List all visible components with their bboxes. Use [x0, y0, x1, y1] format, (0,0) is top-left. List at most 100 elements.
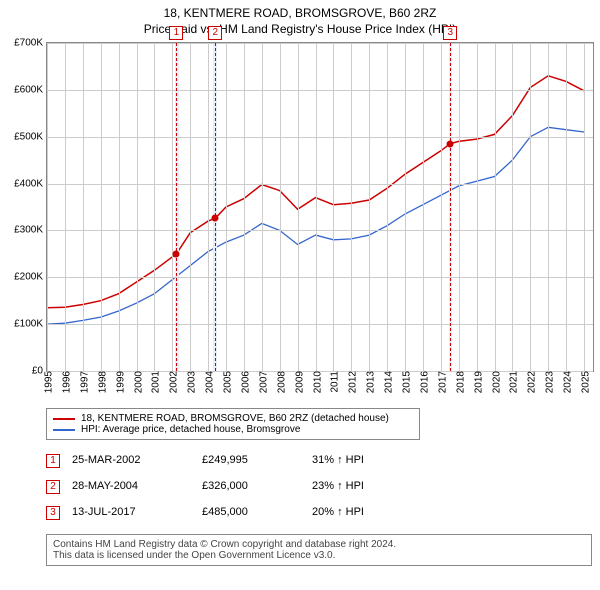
x-axis-label: 2000 — [129, 371, 144, 393]
gridline-v — [333, 43, 334, 371]
sale-dot — [173, 250, 180, 257]
y-axis-label: £400K — [14, 178, 47, 189]
x-axis-label: 2008 — [272, 371, 287, 393]
sale-dot — [447, 140, 454, 147]
x-axis-label: 2001 — [147, 371, 162, 393]
gridline-v — [208, 43, 209, 371]
sale-delta: 23% ↑ HPI — [312, 480, 364, 492]
x-axis-label: 2014 — [380, 371, 395, 393]
sale-price: £326,000 — [202, 480, 312, 492]
sale-price: £485,000 — [202, 506, 312, 518]
y-axis-label: £200K — [14, 272, 47, 283]
legend-label: 18, KENTMERE ROAD, BROMSGROVE, B60 2RZ (… — [81, 413, 389, 424]
y-axis-label: £700K — [14, 38, 47, 49]
gridline-v — [154, 43, 155, 371]
x-axis-label: 2017 — [433, 371, 448, 393]
x-axis-label: 2010 — [308, 371, 323, 393]
x-axis-label: 2004 — [201, 371, 216, 393]
x-axis-label: 2024 — [559, 371, 574, 393]
x-axis-label: 2006 — [236, 371, 251, 393]
gridline-v — [351, 43, 352, 371]
sale-marker-badge: 3 — [443, 26, 457, 40]
gridline-v — [405, 43, 406, 371]
x-axis-label: 1995 — [40, 371, 55, 393]
x-axis-label: 2020 — [487, 371, 502, 393]
title-line-2: Price paid vs. HM Land Registry's House … — [0, 22, 600, 38]
sale-delta: 20% ↑ HPI — [312, 506, 364, 518]
series-svg — [47, 43, 593, 371]
sale-delta: 31% ↑ HPI — [312, 454, 364, 466]
gridline-h — [47, 230, 593, 231]
gridline-h — [47, 90, 593, 91]
x-axis-label: 2023 — [541, 371, 556, 393]
title-line-1: 18, KENTMERE ROAD, BROMSGROVE, B60 2RZ — [0, 0, 600, 22]
x-axis-label: 2007 — [254, 371, 269, 393]
legend: 18, KENTMERE ROAD, BROMSGROVE, B60 2RZ (… — [46, 408, 420, 440]
legend-label: HPI: Average price, detached house, Brom… — [81, 424, 300, 435]
legend-row: HPI: Average price, detached house, Brom… — [53, 424, 413, 435]
sale-num-badge: 1 — [46, 454, 60, 468]
x-axis-label: 2022 — [523, 371, 538, 393]
legend-swatch — [53, 429, 75, 431]
gridline-v — [262, 43, 263, 371]
gridline-v — [423, 43, 424, 371]
x-axis-label: 2018 — [451, 371, 466, 393]
sale-marker-badge: 2 — [208, 26, 222, 40]
x-axis-label: 2012 — [344, 371, 359, 393]
footer-attribution: Contains HM Land Registry data © Crown c… — [46, 534, 592, 566]
gridline-v — [226, 43, 227, 371]
x-axis-label: 2003 — [183, 371, 198, 393]
gridline-v — [119, 43, 120, 371]
gridline-v — [172, 43, 173, 371]
x-axis-label: 2002 — [165, 371, 180, 393]
sale-date: 28-MAY-2004 — [72, 480, 202, 492]
gridline-v — [548, 43, 549, 371]
gridline-v — [190, 43, 191, 371]
gridline-v — [316, 43, 317, 371]
sale-row: 2 28-MAY-2004£326,00023% ↑ HPI — [46, 480, 364, 494]
sale-dot — [212, 215, 219, 222]
sale-row: 125-MAR-2002£249,99531% ↑ HPI — [46, 454, 364, 468]
x-axis-label: 1997 — [75, 371, 90, 393]
gridline-v — [566, 43, 567, 371]
x-axis-label: 2005 — [219, 371, 234, 393]
y-axis-label: £500K — [14, 131, 47, 142]
x-axis-label: 2016 — [415, 371, 430, 393]
x-axis-label: 2015 — [398, 371, 413, 393]
gridline-v — [584, 43, 585, 371]
gridline-v — [477, 43, 478, 371]
legend-row: 18, KENTMERE ROAD, BROMSGROVE, B60 2RZ (… — [53, 413, 413, 424]
gridline-v — [495, 43, 496, 371]
sale-price: £249,995 — [202, 454, 312, 466]
x-axis-label: 1998 — [93, 371, 108, 393]
y-axis-label: £600K — [14, 84, 47, 95]
sale-marker-badge: 1 — [169, 26, 183, 40]
x-axis-label: 1999 — [111, 371, 126, 393]
gridline-h — [47, 324, 593, 325]
y-axis-label: £300K — [14, 225, 47, 236]
gridline-h — [47, 277, 593, 278]
gridline-v — [47, 43, 48, 371]
sale-num-badge: 2 — [46, 480, 60, 494]
gridline-v — [137, 43, 138, 371]
gridline-v — [459, 43, 460, 371]
gridline-h — [47, 43, 593, 44]
x-axis-label: 2021 — [505, 371, 520, 393]
x-axis-label: 2019 — [469, 371, 484, 393]
gridline-v — [83, 43, 84, 371]
sale-marker-line — [176, 43, 177, 371]
gridline-h — [47, 137, 593, 138]
gridline-v — [244, 43, 245, 371]
gridline-v — [298, 43, 299, 371]
gridline-v — [369, 43, 370, 371]
gridline-h — [47, 184, 593, 185]
gridline-v — [280, 43, 281, 371]
sale-date: 13-JUL-2017 — [72, 506, 202, 518]
gridline-v — [101, 43, 102, 371]
plot-area: £0£100K£200K£300K£400K£500K£600K£700K199… — [46, 42, 594, 372]
gridline-v — [387, 43, 388, 371]
legend-swatch — [53, 418, 75, 420]
gridline-v — [441, 43, 442, 371]
x-axis-label: 1996 — [57, 371, 72, 393]
x-axis-label: 2009 — [290, 371, 305, 393]
